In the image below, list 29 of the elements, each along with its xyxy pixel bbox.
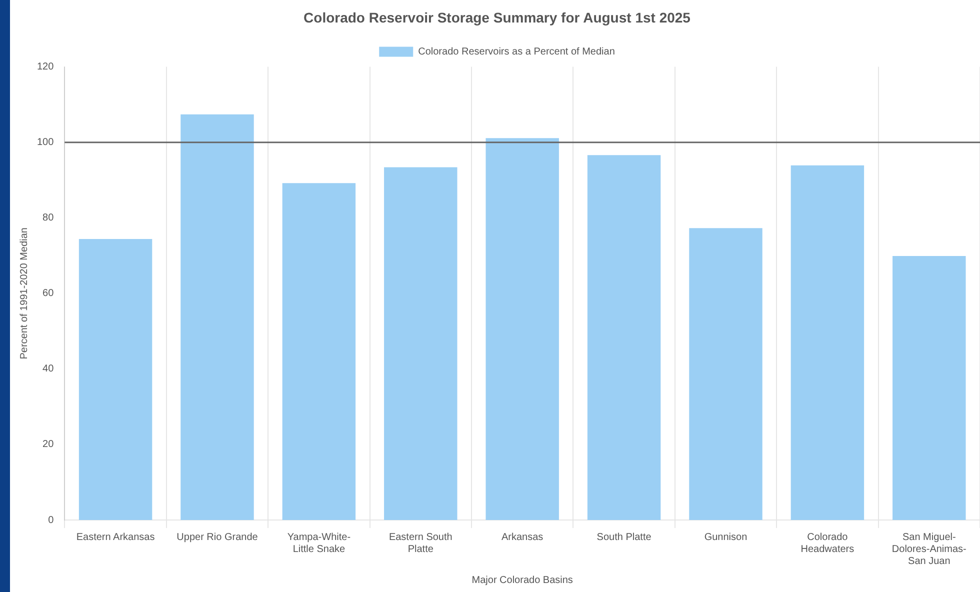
x-tick-label: Eastern South Platte	[388, 532, 452, 555]
x-tick-label: San Miguel-Dolores-Animas-San Juan	[892, 532, 966, 567]
y-tick-label: 100	[36, 137, 54, 148]
x-tick-label: Gunnison	[704, 532, 748, 543]
x-tick-label: Colorado Headwaters	[800, 532, 854, 555]
legend-label: Colorado Reservoirs as a Percent of Median	[418, 46, 615, 58]
y-tick-label: 20	[42, 439, 54, 450]
bar	[78, 239, 152, 520]
bar	[689, 228, 762, 520]
y-tick-label: 0	[48, 514, 54, 526]
x-tick-label: Yampa-White-Little Snake	[287, 532, 351, 555]
bar	[790, 165, 864, 520]
bar	[486, 138, 559, 520]
y-axis-title: Percent of 1991-2020 Median	[18, 228, 30, 360]
bar	[384, 167, 458, 520]
x-tick-label: Eastern Arkansas	[76, 532, 155, 543]
y-tick-label: 60	[42, 288, 54, 300]
bar	[180, 114, 254, 520]
y-tick-label: 40	[42, 364, 54, 375]
x-tick-label: South Platte	[596, 532, 652, 543]
bar	[892, 256, 966, 520]
y-tick-label: 80	[42, 212, 54, 224]
bar	[587, 155, 661, 520]
x-tick-label: Arkansas	[502, 532, 544, 543]
y-tick-label: 120	[36, 62, 54, 73]
x-axis-title: Major Colorado Basins	[472, 574, 573, 586]
bar	[282, 183, 356, 520]
x-tick-label: Upper Rio Grande	[176, 532, 258, 543]
chart-title: Colorado Reservoir Storage Summary for August 1st 2025	[304, 9, 691, 26]
